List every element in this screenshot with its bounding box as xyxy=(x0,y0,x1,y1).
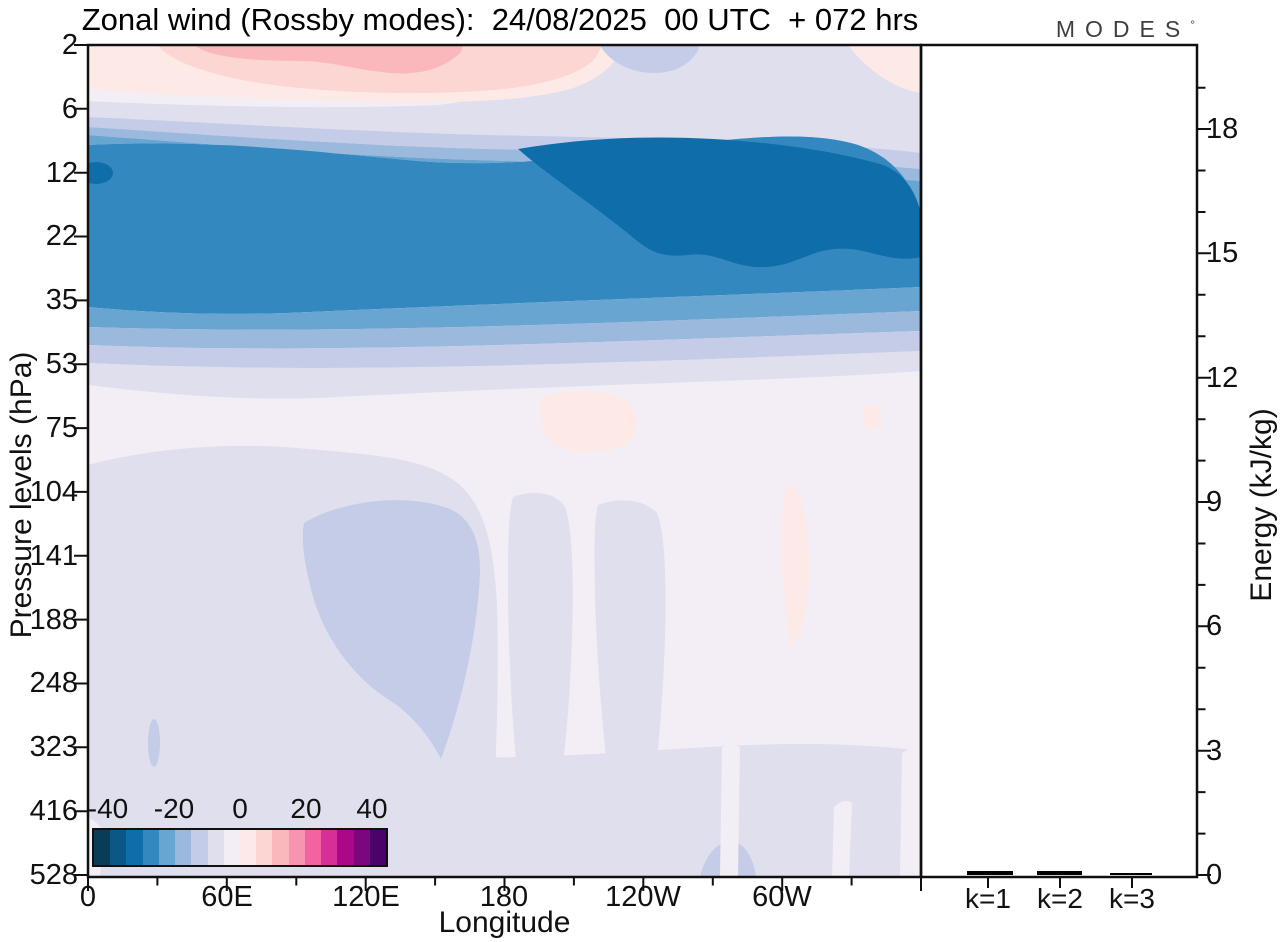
peach-spot xyxy=(539,391,637,452)
energy-tick-0: 0 xyxy=(1206,859,1223,891)
colorbar-cell xyxy=(369,830,386,865)
pressure-tick-2: 2 xyxy=(61,29,78,61)
pressure-tick-248: 248 xyxy=(29,667,78,699)
modes-logo-text: MODES xyxy=(1055,16,1191,42)
longitude-tick-60w: 60W xyxy=(752,881,812,913)
pressure-tick-6: 6 xyxy=(61,93,78,125)
light-streak-3 xyxy=(900,747,921,877)
longitude-tick-180: 180 xyxy=(479,881,529,913)
light-streak-2 xyxy=(832,800,852,877)
colorbar-cell xyxy=(142,830,159,865)
wavenumber-label-k2: k=2 xyxy=(1037,883,1083,914)
colorbar xyxy=(92,828,388,867)
colorbar-label-40: 40 xyxy=(356,793,388,824)
pressure-tick-35: 35 xyxy=(45,284,78,316)
pressure-tick-323: 323 xyxy=(29,731,78,763)
longitude-tick-120w: 120W xyxy=(605,881,681,913)
energy-bar xyxy=(1037,871,1082,875)
energy-bar xyxy=(1110,873,1152,875)
colorbar-label-0: 0 xyxy=(232,793,248,824)
contour-plot-canvas xyxy=(88,45,921,877)
colorbar-cell xyxy=(272,830,289,865)
modes-logo-degree: ° xyxy=(1190,17,1195,32)
energy-bar xyxy=(967,871,1013,875)
longitude-tick-0: 0 xyxy=(79,881,97,913)
pressure-tick-188: 188 xyxy=(29,604,78,636)
contour-field xyxy=(88,45,921,877)
colorbar-cell xyxy=(304,830,322,865)
colorbar-cell xyxy=(191,830,208,865)
pressure-tick-416: 416 xyxy=(29,795,78,827)
colorbar-cell xyxy=(207,830,224,865)
pressure-tick-528: 528 xyxy=(29,859,78,891)
colorbar-cell xyxy=(337,830,354,865)
wavenumber-label-k1: k=1 xyxy=(965,883,1011,914)
colorbar-label-m40: -40 xyxy=(87,793,129,824)
energy-panel-border xyxy=(919,43,1199,879)
lavender-finger-1 xyxy=(508,492,573,789)
peach-dot xyxy=(863,404,881,430)
pressure-tick-53: 53 xyxy=(45,348,78,380)
colorbar-cell xyxy=(353,830,370,865)
colorbar-cell xyxy=(321,830,338,865)
longitude-tick-120e: 120E xyxy=(332,881,400,913)
lavender-finger-2 xyxy=(594,500,666,783)
energy-tick-9: 9 xyxy=(1206,486,1223,518)
energy-tick-3: 3 xyxy=(1206,735,1223,767)
energy-axis-title: Energy (kJ/kg) xyxy=(1245,408,1278,602)
colorbar-cells xyxy=(94,830,386,865)
pressure-tick-141: 141 xyxy=(29,540,78,572)
pressure-tick-104: 104 xyxy=(29,476,78,508)
energy-tick-15: 15 xyxy=(1206,237,1239,269)
colorbar-cell xyxy=(175,830,192,865)
pressure-tick-22: 22 xyxy=(45,220,78,252)
colorbar-cell xyxy=(239,830,257,865)
longitude-tick-60e: 60E xyxy=(201,881,253,913)
energy-tick-6: 6 xyxy=(1206,610,1223,642)
pressure-axis-title: Pressure levels (hPa) xyxy=(5,351,38,639)
energy-minor-ticks xyxy=(1197,86,1206,835)
energy-tick-12: 12 xyxy=(1206,362,1239,394)
page-title: Zonal wind (Rossby modes): 24/08/2025 00… xyxy=(81,2,919,37)
colorbar-cell xyxy=(158,830,176,865)
colorbar-cell xyxy=(94,830,111,865)
modes-logo: MODES° xyxy=(1000,16,1195,43)
longitude-axis-title: Longitude xyxy=(438,906,571,939)
colorbar-cell xyxy=(223,830,240,865)
colorbar-cell xyxy=(126,830,143,865)
pressure-tick-12: 12 xyxy=(45,157,78,189)
colorbar-label-m20: -20 xyxy=(153,793,195,824)
wavenumber-label-k3: k=3 xyxy=(1109,883,1155,914)
colorbar-cell xyxy=(288,830,305,865)
pressure-tick-75: 75 xyxy=(45,412,78,444)
energy-tick-18: 18 xyxy=(1206,113,1239,145)
left-sliver xyxy=(148,719,160,767)
light-streak-1 xyxy=(720,745,740,877)
colorbar-label-20: 20 xyxy=(290,793,322,824)
colorbar-cell xyxy=(256,830,273,865)
colorbar-cell xyxy=(110,830,127,865)
